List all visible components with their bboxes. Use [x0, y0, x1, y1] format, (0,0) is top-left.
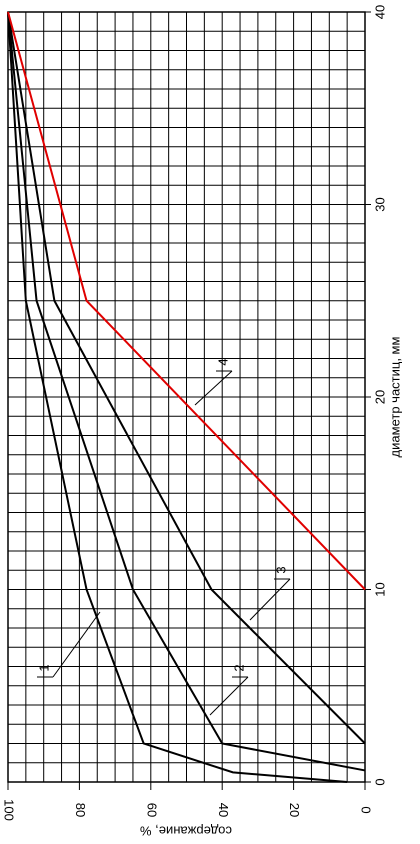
- y-tick-label: 0: [359, 806, 374, 813]
- leader-line: [52, 611, 101, 678]
- data-line: [7, 11, 366, 772]
- data-line: [7, 11, 366, 591]
- y-tick-label: 20: [287, 803, 302, 817]
- leader-line: [249, 578, 291, 621]
- curve-label: 3: [273, 566, 288, 573]
- plot-frame: [7, 11, 366, 783]
- curve-label: 4: [215, 358, 230, 365]
- y-tick-label: 100: [2, 799, 17, 821]
- curve-label: 2: [231, 664, 246, 671]
- y-tick-label: 60: [144, 803, 159, 817]
- y-tick-label: 80: [73, 803, 88, 817]
- y-tick-label: 40: [216, 803, 231, 817]
- x-tick-label: 40: [372, 5, 387, 19]
- x-tick-label: 20: [372, 390, 387, 404]
- y-axis-title: содержание, %: [140, 824, 232, 839]
- curve-label: 1: [36, 664, 51, 671]
- x-tick-label: 0: [372, 778, 387, 785]
- x-axis-title: диаметр частиц, мм: [387, 337, 402, 458]
- data-line: [7, 11, 348, 783]
- leader-line: [209, 676, 249, 716]
- x-tick-label: 10: [372, 582, 387, 596]
- data-line: [7, 11, 366, 745]
- x-tick-label: 30: [372, 197, 387, 211]
- leader-line: [194, 370, 233, 406]
